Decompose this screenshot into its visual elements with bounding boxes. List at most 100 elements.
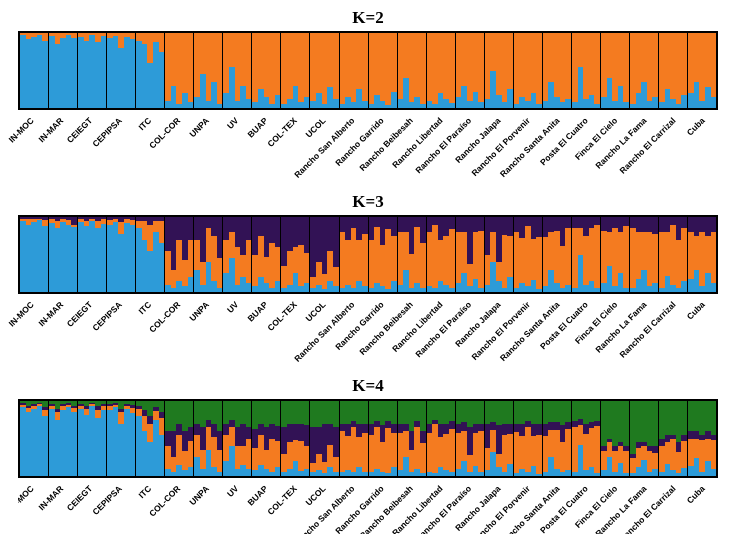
ancestry-segment-blue [240, 277, 246, 292]
ancestry-segment-purple [670, 217, 676, 225]
ancestry-segment-purple [332, 217, 339, 268]
individual-bar [519, 401, 526, 476]
individual-bar [182, 217, 188, 292]
ancestry-segment-orange [646, 232, 653, 286]
ancestry-segment-blue [71, 226, 78, 292]
ancestry-segment-blue [484, 470, 491, 476]
ancestry-segment-orange [252, 254, 258, 286]
ancestry-segment-orange [228, 427, 235, 446]
individual-bar [71, 33, 78, 108]
ancestry-segment-orange [216, 449, 223, 473]
individual-bar [507, 217, 513, 292]
ancestry-segment-green [513, 401, 520, 424]
individual-bar [664, 401, 671, 476]
ancestry-segment-orange [594, 224, 600, 289]
ancestry-segment-orange [60, 218, 66, 222]
ancestry-segment-green [455, 401, 462, 424]
individual-bar [205, 217, 212, 292]
ancestry-segment-purple [228, 217, 235, 232]
individual-bar [321, 33, 328, 108]
ancestry-segment-purple [461, 217, 467, 232]
individual-bar [257, 217, 264, 292]
ancestry-segment-blue [136, 228, 142, 292]
ancestry-segment-purple [542, 217, 549, 238]
ancestry-segment-orange [571, 33, 578, 102]
individual-bar [339, 217, 346, 292]
individual-bar [31, 217, 37, 292]
ancestry-segment-orange [54, 33, 61, 45]
ancestry-segment-blue [501, 472, 508, 476]
ancestry-segment-orange [455, 33, 462, 97]
individual-bar [136, 33, 142, 108]
ancestry-segment-blue [78, 36, 84, 108]
individual-bar [664, 217, 671, 292]
ancestry-segment-orange [36, 404, 43, 406]
ancestry-segment-orange [136, 220, 142, 229]
ancestry-segment-orange [321, 33, 328, 104]
individual-bar [368, 33, 375, 108]
population-axis-labels-k3: IN-MOC IN-MAR CEIEGT CEPIPSA ITC COL-COR UNPA U… [7, 294, 718, 374]
individual-bar [83, 33, 90, 108]
ancestry-segment-orange [659, 232, 665, 288]
ancestry-segment-purple [269, 217, 275, 244]
ancestry-segment-orange [165, 250, 171, 285]
individual-bar [176, 33, 183, 108]
ancestry-segment-purple [112, 403, 119, 405]
individual-bar [536, 401, 542, 476]
ancestry-segment-blue [339, 288, 346, 292]
ancestry-segment-orange [292, 440, 299, 461]
population-label: Cuba [684, 483, 707, 506]
ancestry-segment-blue [216, 104, 223, 108]
ancestry-segment-blue [234, 468, 241, 476]
individual-bar [332, 217, 339, 292]
individual-bar [507, 401, 513, 476]
ancestry-segment-orange [94, 410, 101, 418]
ancestry-segment-purple [345, 217, 351, 240]
ancestry-segment-purple [158, 412, 165, 419]
ancestry-segment-blue [397, 99, 404, 108]
ancestry-segment-purple [612, 217, 618, 228]
ancestry-segment-purple [42, 407, 49, 410]
ancestry-segment-orange [420, 443, 426, 473]
ancestry-segment-purple [36, 217, 43, 219]
ancestry-segment-orange [234, 33, 241, 101]
ancestry-segment-blue [478, 102, 484, 108]
ancestry-segment-blue [211, 81, 217, 108]
ancestry-segment-blue [612, 286, 618, 292]
individual-bar [704, 401, 711, 476]
ancestry-segment-orange [374, 33, 380, 95]
ancestry-segment-orange [583, 434, 589, 470]
individual-bar [287, 33, 293, 108]
ancestry-segment-blue [345, 470, 351, 476]
ancestry-segment-green [36, 401, 43, 403]
population-group-Rancho Beibesah [397, 33, 427, 108]
ancestry-segment-blue [123, 36, 130, 108]
ancestry-segment-purple [507, 217, 513, 236]
individual-bar [356, 217, 362, 292]
ancestry-segment-blue [141, 431, 148, 476]
ancestry-segment-purple [187, 427, 194, 441]
population-label: IN-MOC [7, 115, 37, 145]
ancestry-segment-orange [594, 33, 600, 104]
individual-bar [688, 217, 694, 292]
ancestry-segment-blue [646, 100, 653, 108]
individual-bar [345, 217, 351, 292]
ancestry-segment-blue [310, 100, 317, 108]
ancestry-segment-orange [379, 244, 386, 286]
population-group-UV [223, 217, 253, 292]
ancestry-segment-orange [588, 228, 595, 281]
individual-bar [472, 217, 479, 292]
ancestry-segment-orange [571, 427, 578, 473]
ancestry-segment-orange [298, 440, 304, 471]
ancestry-segment-blue [588, 467, 595, 476]
ancestry-segment-blue [49, 408, 55, 476]
ancestry-segment-purple [263, 427, 270, 450]
ancestry-segment-purple [182, 431, 188, 452]
population-label: ITC [136, 115, 153, 133]
individual-bar [484, 217, 491, 292]
ancestry-segment-orange [612, 33, 618, 101]
ancestry-segment-blue [443, 284, 450, 292]
ancestry-segment-blue [211, 467, 217, 476]
individual-bar [350, 33, 357, 108]
individual-bar [42, 401, 49, 476]
